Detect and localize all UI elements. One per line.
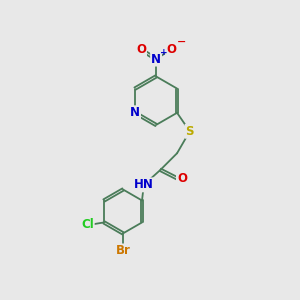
Text: O: O	[177, 172, 187, 185]
Text: Cl: Cl	[81, 218, 94, 231]
Text: +: +	[160, 48, 167, 57]
Text: S: S	[185, 125, 194, 138]
Text: O: O	[166, 43, 176, 56]
Text: N: N	[151, 52, 161, 66]
Text: N: N	[130, 106, 140, 119]
Text: O: O	[136, 43, 146, 56]
Text: HN: HN	[134, 178, 154, 191]
Text: Br: Br	[116, 244, 130, 257]
Text: −: −	[177, 37, 186, 47]
